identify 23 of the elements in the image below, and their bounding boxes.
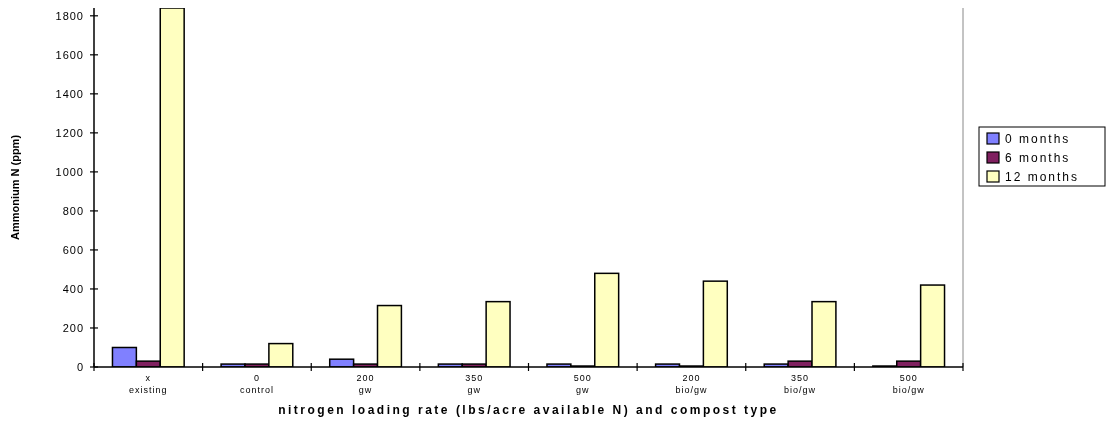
y-tick-label: 400 <box>62 282 84 295</box>
y-tick-label: 200 <box>62 321 84 334</box>
x-tick-label: x existing <box>129 373 168 395</box>
y-tick-label: 600 <box>62 243 84 256</box>
y-tick-label: 1000 <box>55 165 84 178</box>
x-tick-label: 200 bio/gw <box>675 373 708 395</box>
y-tick-label: 1600 <box>55 48 84 61</box>
y-tick-label: 1200 <box>55 126 84 139</box>
y-tick-label: 800 <box>62 204 84 217</box>
x-tick-label: 500 bio/gw <box>892 373 925 395</box>
legend-label: 12 months <box>1005 170 1080 185</box>
x-tick-label: 350 gw <box>465 373 484 395</box>
x-tick-label: 200 gw <box>356 373 375 395</box>
legend-label: 0 months <box>1005 132 1071 147</box>
x-tick-label: 500 gw <box>573 373 592 395</box>
y-tick-label: 0 <box>76 360 84 373</box>
y-tick-label: 1400 <box>55 87 84 100</box>
x-axis-title: nitrogen loading rate (lbs/acre available N) and compost type <box>278 403 779 417</box>
legend-label: 6 months <box>1005 151 1071 166</box>
x-tick-label: 0 control <box>239 373 274 395</box>
y-tick-label: 1800 <box>55 9 84 22</box>
x-tick-label: 350 bio/gw <box>784 373 817 395</box>
y-axis-title: Ammonium N (ppm) <box>9 134 21 241</box>
